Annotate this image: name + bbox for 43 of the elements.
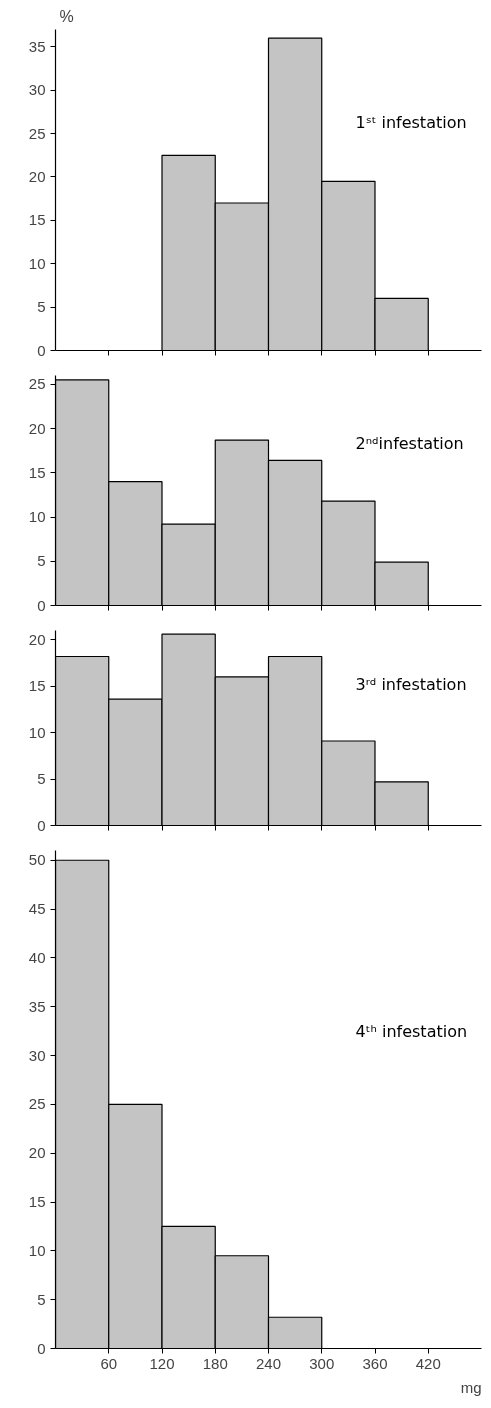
x-axis-title: mg — [460, 1378, 482, 1396]
y-tick-label: 0 — [37, 816, 46, 834]
x-tick-label: 240 — [255, 1354, 282, 1372]
annotation: 3ʳᵈ infestation — [355, 674, 467, 694]
y-tick-label: 10 — [28, 508, 46, 526]
y-tick-label: 25 — [28, 124, 46, 142]
y-tick-label: 0 — [37, 1339, 46, 1357]
y-tick-label: 10 — [28, 723, 46, 741]
x-tick-label: 360 — [362, 1354, 388, 1372]
y-tick-label: 35 — [28, 997, 46, 1015]
y-tick-label: 15 — [28, 1193, 46, 1211]
y-tick-label: 30 — [28, 1046, 46, 1064]
x-tick-label: 420 — [415, 1354, 441, 1372]
y-tick-label: 5 — [37, 552, 46, 570]
y-tick-label: 35 — [28, 37, 46, 55]
y-axis-title: % — [59, 7, 74, 25]
annotation: 1ˢᵗ infestation — [355, 112, 467, 132]
y-tick-label: 5 — [37, 770, 46, 788]
x-tick-label: 300 — [309, 1354, 335, 1372]
y-tick-label: 20 — [28, 167, 46, 185]
y-tick-label: 30 — [28, 81, 46, 99]
y-tick-label: 20 — [28, 1144, 46, 1162]
y-tick-label: 15 — [28, 463, 46, 481]
x-tick-label: 180 — [202, 1354, 228, 1372]
y-tick-label: 15 — [28, 211, 46, 229]
y-tick-label: 40 — [28, 948, 46, 966]
y-tick-label: 50 — [28, 851, 46, 869]
y-tick-label: 20 — [28, 419, 46, 437]
y-tick-label: 5 — [37, 298, 46, 316]
y-tick-label: 25 — [28, 1095, 46, 1113]
annotation: 2ⁿᵈinfestation — [355, 433, 464, 453]
annotation: 4ᵗʰ infestation — [355, 1021, 468, 1041]
y-tick-label: 10 — [28, 1241, 46, 1259]
y-tick-label: 15 — [28, 677, 46, 695]
y-tick-label: 20 — [28, 630, 46, 648]
y-tick-label: 5 — [37, 1290, 46, 1308]
y-tick-label: 45 — [28, 900, 46, 918]
x-tick-label: 120 — [149, 1354, 175, 1372]
y-tick-label: 10 — [28, 254, 46, 272]
y-tick-label: 0 — [37, 341, 46, 359]
x-tick-label: 60 — [100, 1354, 118, 1372]
y-tick-label: 0 — [37, 596, 46, 614]
y-tick-label: 25 — [28, 375, 46, 393]
